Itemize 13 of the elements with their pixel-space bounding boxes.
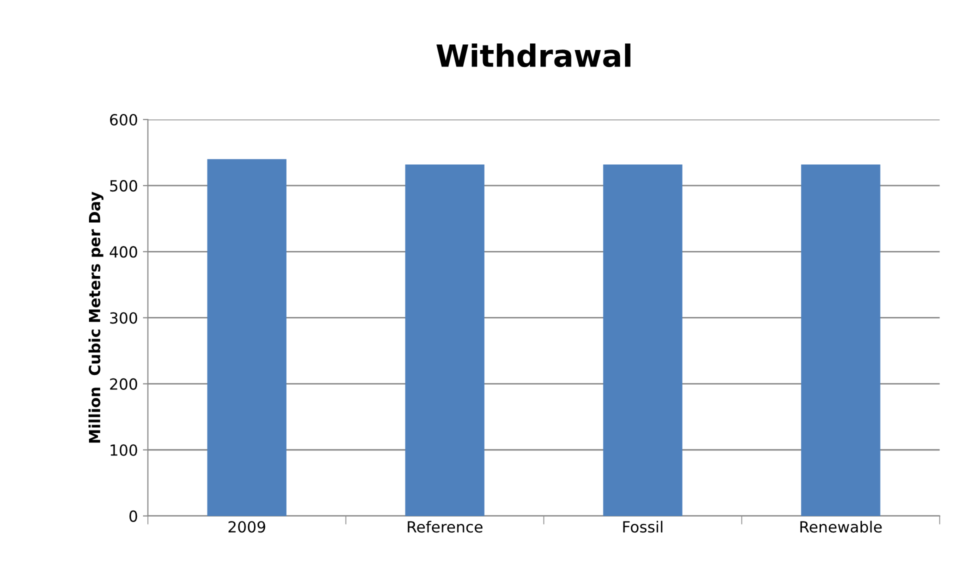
y-tick-label: 0 xyxy=(129,510,138,522)
y-tick-label: 200 xyxy=(110,378,138,390)
y-tick-label: 500 xyxy=(110,180,138,192)
y-tick-label: 600 xyxy=(110,114,138,126)
chart-title: Withdrawal xyxy=(436,44,630,68)
y-tick-label: 100 xyxy=(110,444,138,456)
x-tick-label: Renewable xyxy=(800,520,882,533)
x-tick-label: 2009 xyxy=(228,521,266,533)
y-tick-label: 400 xyxy=(110,246,138,258)
y-axis-title: Million Cubic Meters per Day xyxy=(88,192,104,443)
x-tick-label: Fossil xyxy=(623,520,662,533)
y-tick-label: 300 xyxy=(110,312,138,324)
x-tick-label: Reference xyxy=(408,520,482,533)
